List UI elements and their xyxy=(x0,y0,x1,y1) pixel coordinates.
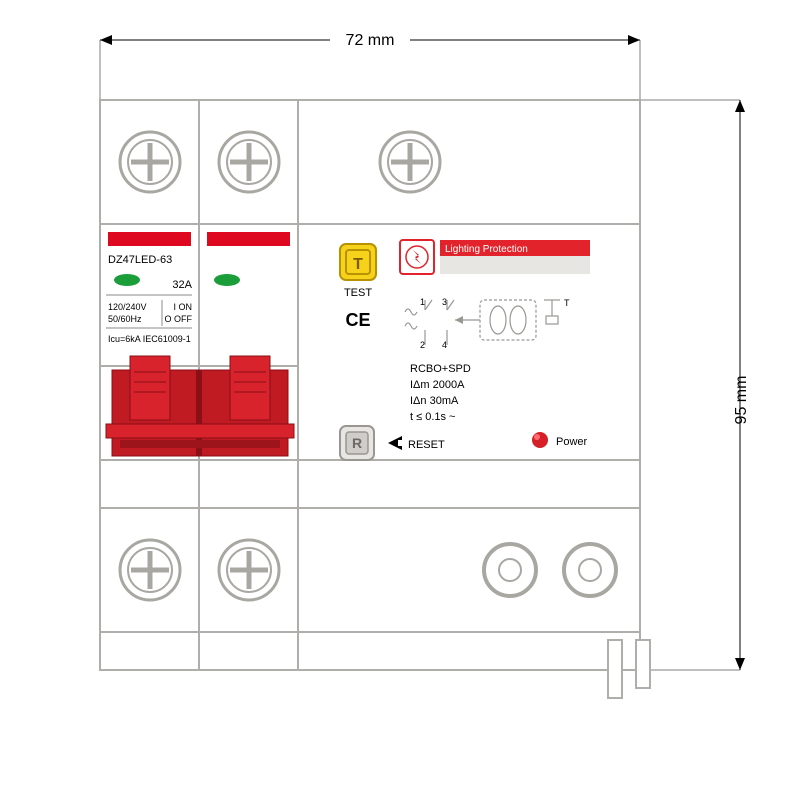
svg-text:4: 4 xyxy=(442,340,447,350)
svg-text:3: 3 xyxy=(442,297,447,307)
ce-label: CE xyxy=(345,310,370,330)
svg-text:T: T xyxy=(564,298,570,308)
switch-assembly[interactable] xyxy=(106,356,294,456)
test-button[interactable]: T xyxy=(340,244,376,280)
dim-height-label: 95 mm xyxy=(733,376,750,425)
device-body: DZ47LED-63 32A 120/240V 50/60Hz I ON O O… xyxy=(100,100,650,698)
dim-height: 95 mm xyxy=(640,100,750,670)
voltage-label: 120/240V xyxy=(108,302,147,312)
screw-icon xyxy=(219,540,279,600)
red-bar xyxy=(108,232,191,246)
t-label: t ≤ 0.1s ~ xyxy=(410,411,455,423)
svg-text:2: 2 xyxy=(420,340,425,350)
power-led-highlight xyxy=(534,434,540,440)
screw-icon xyxy=(120,132,180,192)
lighting-label: Lighting Protection xyxy=(445,244,528,255)
rcbo-label: RCBO+SPD xyxy=(410,363,471,375)
lighting-panel: Lighting Protection xyxy=(400,240,590,274)
dim-width: 72 mm xyxy=(100,28,640,100)
diagram-root: 72 mm 95 mm xyxy=(0,0,800,800)
on-label: I ON xyxy=(173,302,192,312)
rail-pin xyxy=(608,640,622,698)
t-btn-label: T xyxy=(353,256,363,273)
svg-text:1: 1 xyxy=(420,297,425,307)
screw-icon xyxy=(120,540,180,600)
test-label: TEST xyxy=(344,287,372,299)
ian-label: IΔn 30mA xyxy=(410,395,459,407)
red-bar xyxy=(207,232,290,246)
dim-width-label: 72 mm xyxy=(346,32,395,49)
reset-label: RESET xyxy=(408,439,445,451)
iam-label: IΔm 2000A xyxy=(410,379,465,391)
screw-icon xyxy=(380,132,440,192)
led-icon xyxy=(114,274,140,286)
power-led-icon xyxy=(532,432,548,448)
freq-label: 50/60Hz xyxy=(108,314,142,324)
model-label: DZ47LED-63 xyxy=(108,254,172,266)
icu-label: Icu=6kA IEC61009-1 xyxy=(108,334,191,344)
led-icon xyxy=(214,274,240,286)
screw-icon xyxy=(219,132,279,192)
reset-button[interactable]: R xyxy=(340,426,374,460)
r-btn-label: R xyxy=(352,435,362,451)
rating-label: 32A xyxy=(172,279,192,291)
off-label: O OFF xyxy=(165,314,193,324)
rail-pin xyxy=(636,640,650,688)
power-label: Power xyxy=(556,436,588,448)
